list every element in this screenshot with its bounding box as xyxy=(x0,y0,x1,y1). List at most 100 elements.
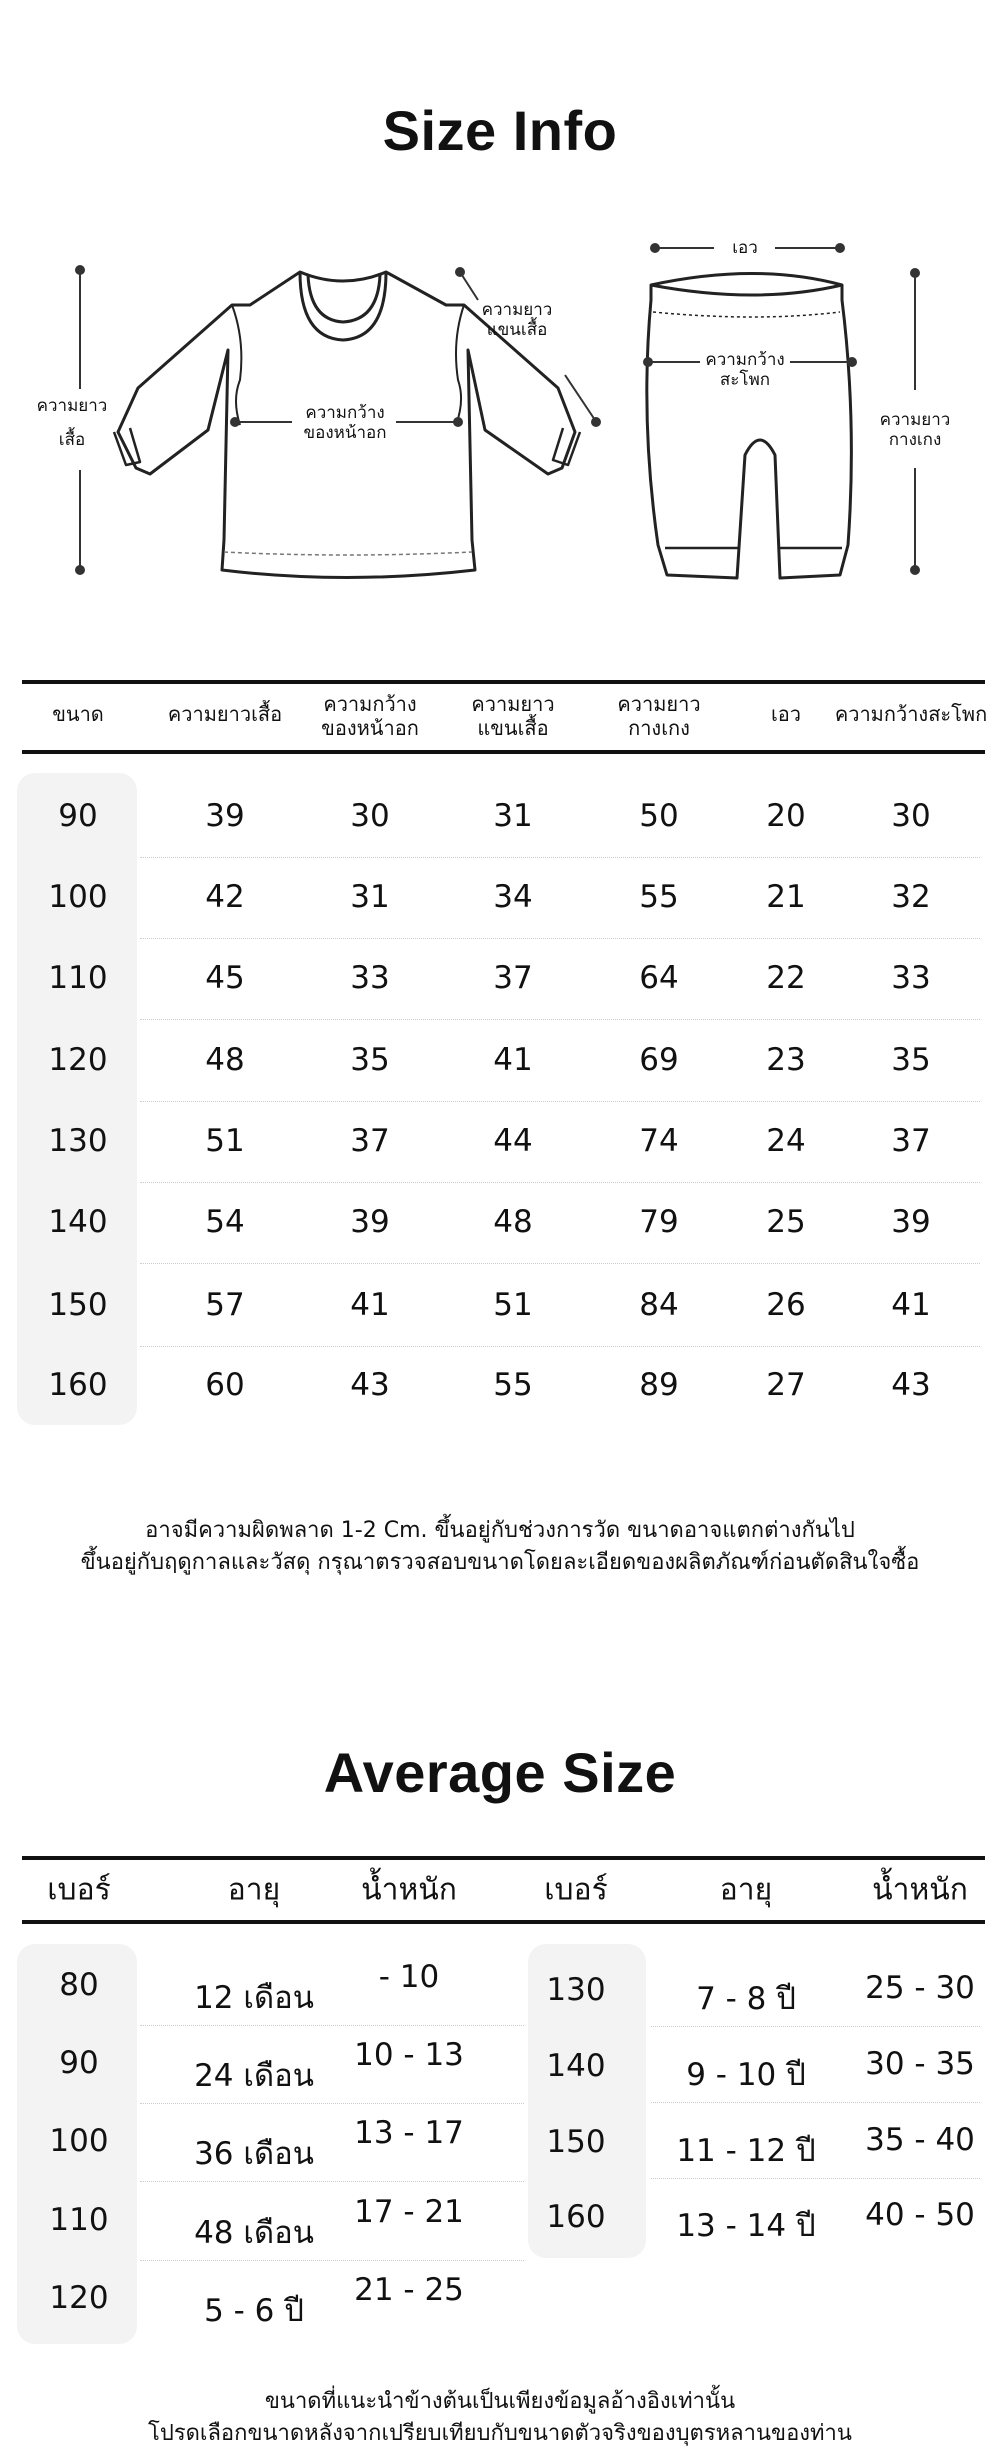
size-value: 140 xyxy=(48,1204,108,1240)
label-line: แขนเสื้อ xyxy=(486,320,548,340)
measurement-value: 54 xyxy=(205,1204,245,1240)
label-line: ความยาว xyxy=(481,300,553,320)
label-line: ความกว้าง xyxy=(305,403,385,423)
note-line: โปรดเลือกขนาดหลังจากเปรียบเทียบกับขนาดตั… xyxy=(148,2421,852,2446)
size-value: 120 xyxy=(48,1042,108,1078)
measurement-value: 48 xyxy=(205,1042,245,1078)
measurement-value: 33 xyxy=(350,960,390,996)
measurement-value: 60 xyxy=(205,1367,245,1403)
measurement-value: 35 xyxy=(891,1042,931,1078)
measurement-value: 25 xyxy=(766,1204,806,1240)
measurement-value: 50 xyxy=(639,798,679,834)
size-column-highlight xyxy=(17,1944,137,2344)
label-line: ความยาว xyxy=(36,396,108,416)
row-divider xyxy=(140,2103,524,2104)
measurement-value: 31 xyxy=(350,879,390,915)
column-header: เบอร์ xyxy=(544,1872,608,1908)
measurement-value: 41 xyxy=(891,1287,931,1323)
size-value: 140 xyxy=(546,2048,606,2084)
size-value: 120 xyxy=(49,2280,109,2316)
measurement-value: 35 xyxy=(350,1042,390,1078)
average-note: ขนาดที่แนะนำข้างต้นเป็นเพียงข้อมูลอ้างอิ… xyxy=(0,2386,1000,2450)
garment-diagram: ความยาว เสื้อ ความกว้าง ของหน้าอก ความยาวแ… xyxy=(0,230,1000,600)
measurement-value: 24 xyxy=(766,1123,806,1159)
age-value: 11 - 12 ปี xyxy=(676,2133,816,2169)
header-line: ความยาว xyxy=(471,692,555,716)
measurement-value: 41 xyxy=(493,1042,533,1078)
measurement-value: 51 xyxy=(493,1287,533,1323)
age-value: 13 - 14 ปี xyxy=(676,2208,816,2244)
column-header: น้ำหนัก xyxy=(361,1872,457,1908)
measurement-value: 39 xyxy=(891,1204,931,1240)
measurement-value: 37 xyxy=(891,1123,931,1159)
note-line: อาจมีความผิดพลาด 1-2 Cm. ขึ้นอยู่กับช่วง… xyxy=(145,1518,855,1543)
row-divider xyxy=(140,1346,980,1347)
header-top-rule xyxy=(22,680,985,684)
age-value: 12 เดือน xyxy=(194,1980,314,2016)
weight-value: 21 - 25 xyxy=(354,2272,464,2308)
row-divider xyxy=(651,2102,980,2103)
column-header: น้ำหนัก xyxy=(872,1872,968,1908)
label-sleeve-length: ความยาว แขนเสื้อ xyxy=(482,300,553,340)
header-bottom-rule xyxy=(22,1920,985,1924)
size-value: 160 xyxy=(48,1367,108,1403)
measurement-value: 57 xyxy=(205,1287,245,1323)
column-header: อายุ xyxy=(719,1872,773,1908)
header-line: ของหน้าอก xyxy=(321,716,419,740)
measurement-value: 34 xyxy=(493,879,533,915)
weight-value: 35 - 40 xyxy=(865,2122,975,2158)
label-hip-width: ความกว้าง สะโพก xyxy=(705,350,784,390)
size-info-title: Size Info xyxy=(382,99,618,162)
row-divider xyxy=(140,1101,980,1102)
weight-value: - 10 xyxy=(378,1959,440,1995)
measurement-value: 55 xyxy=(493,1367,533,1403)
measurement-value: 74 xyxy=(639,1123,679,1159)
label-line: ความยาว xyxy=(879,410,951,430)
average-size-title: Average Size xyxy=(323,1741,677,1804)
measurement-value: 30 xyxy=(891,798,931,834)
measurement-value: 45 xyxy=(205,960,245,996)
age-value: 36 เดือน xyxy=(194,2136,314,2172)
label-shirt-length: ความยาว เสื้อ xyxy=(36,389,108,457)
size-value: 90 xyxy=(58,798,98,834)
size-note: อาจมีความผิดพลาด 1-2 Cm. ขึ้นอยู่กับช่วง… xyxy=(0,1515,1000,1579)
header-line: เอว xyxy=(770,702,802,726)
header-line: ความกว้างสะโพก xyxy=(834,702,988,726)
column-header: เบอร์ xyxy=(47,1872,111,1908)
measurement-value: 64 xyxy=(639,960,679,996)
note-line: ขนาดที่แนะนำข้างต้นเป็นเพียงข้อมูลอ้างอิ… xyxy=(264,2389,736,2414)
row-divider xyxy=(651,2178,980,2179)
header-top-rule xyxy=(22,1856,985,1860)
header-line: แขนเสื้อ xyxy=(477,716,549,740)
column-header: ความยาวเสื้อ xyxy=(168,702,282,726)
label-line: ของหน้าอก xyxy=(303,423,387,443)
label-line: กางเกง xyxy=(888,430,942,450)
measurement-value: 31 xyxy=(493,798,533,834)
label-waist: เอว xyxy=(732,238,758,258)
label-line: ความกว้าง xyxy=(705,350,785,370)
column-header: อายุ xyxy=(227,1872,281,1908)
weight-value: 10 - 13 xyxy=(354,2037,464,2073)
measurement-value: 39 xyxy=(205,798,245,834)
measurement-value: 69 xyxy=(639,1042,679,1078)
label-line: สะโพก xyxy=(719,370,771,390)
column-header: ความกว้าง ของหน้าอก xyxy=(321,692,419,740)
measurement-value: 89 xyxy=(639,1367,679,1403)
weight-value: 25 - 30 xyxy=(865,1970,975,2006)
measurement-value: 21 xyxy=(766,879,806,915)
size-value: 110 xyxy=(48,960,108,996)
garment-illustration xyxy=(75,243,920,580)
column-header: ความยาว กางเกง xyxy=(617,692,700,740)
measurement-value: 23 xyxy=(766,1042,806,1078)
column-header: ความกว้างสะโพก xyxy=(835,702,987,726)
measurement-value: 32 xyxy=(891,879,931,915)
row-divider xyxy=(140,857,980,858)
column-header: ขนาด xyxy=(52,702,104,726)
note-line: ขึ้นอยู่กับฤดูกาลและวัสดุ กรุณาตรวจสอบขน… xyxy=(80,1550,920,1575)
size-value: 90 xyxy=(59,2045,99,2081)
measurement-value: 48 xyxy=(493,1204,533,1240)
row-divider xyxy=(140,2025,524,2026)
measurement-value: 84 xyxy=(639,1287,679,1323)
measurement-value: 43 xyxy=(891,1367,931,1403)
measurement-value: 42 xyxy=(205,879,245,915)
